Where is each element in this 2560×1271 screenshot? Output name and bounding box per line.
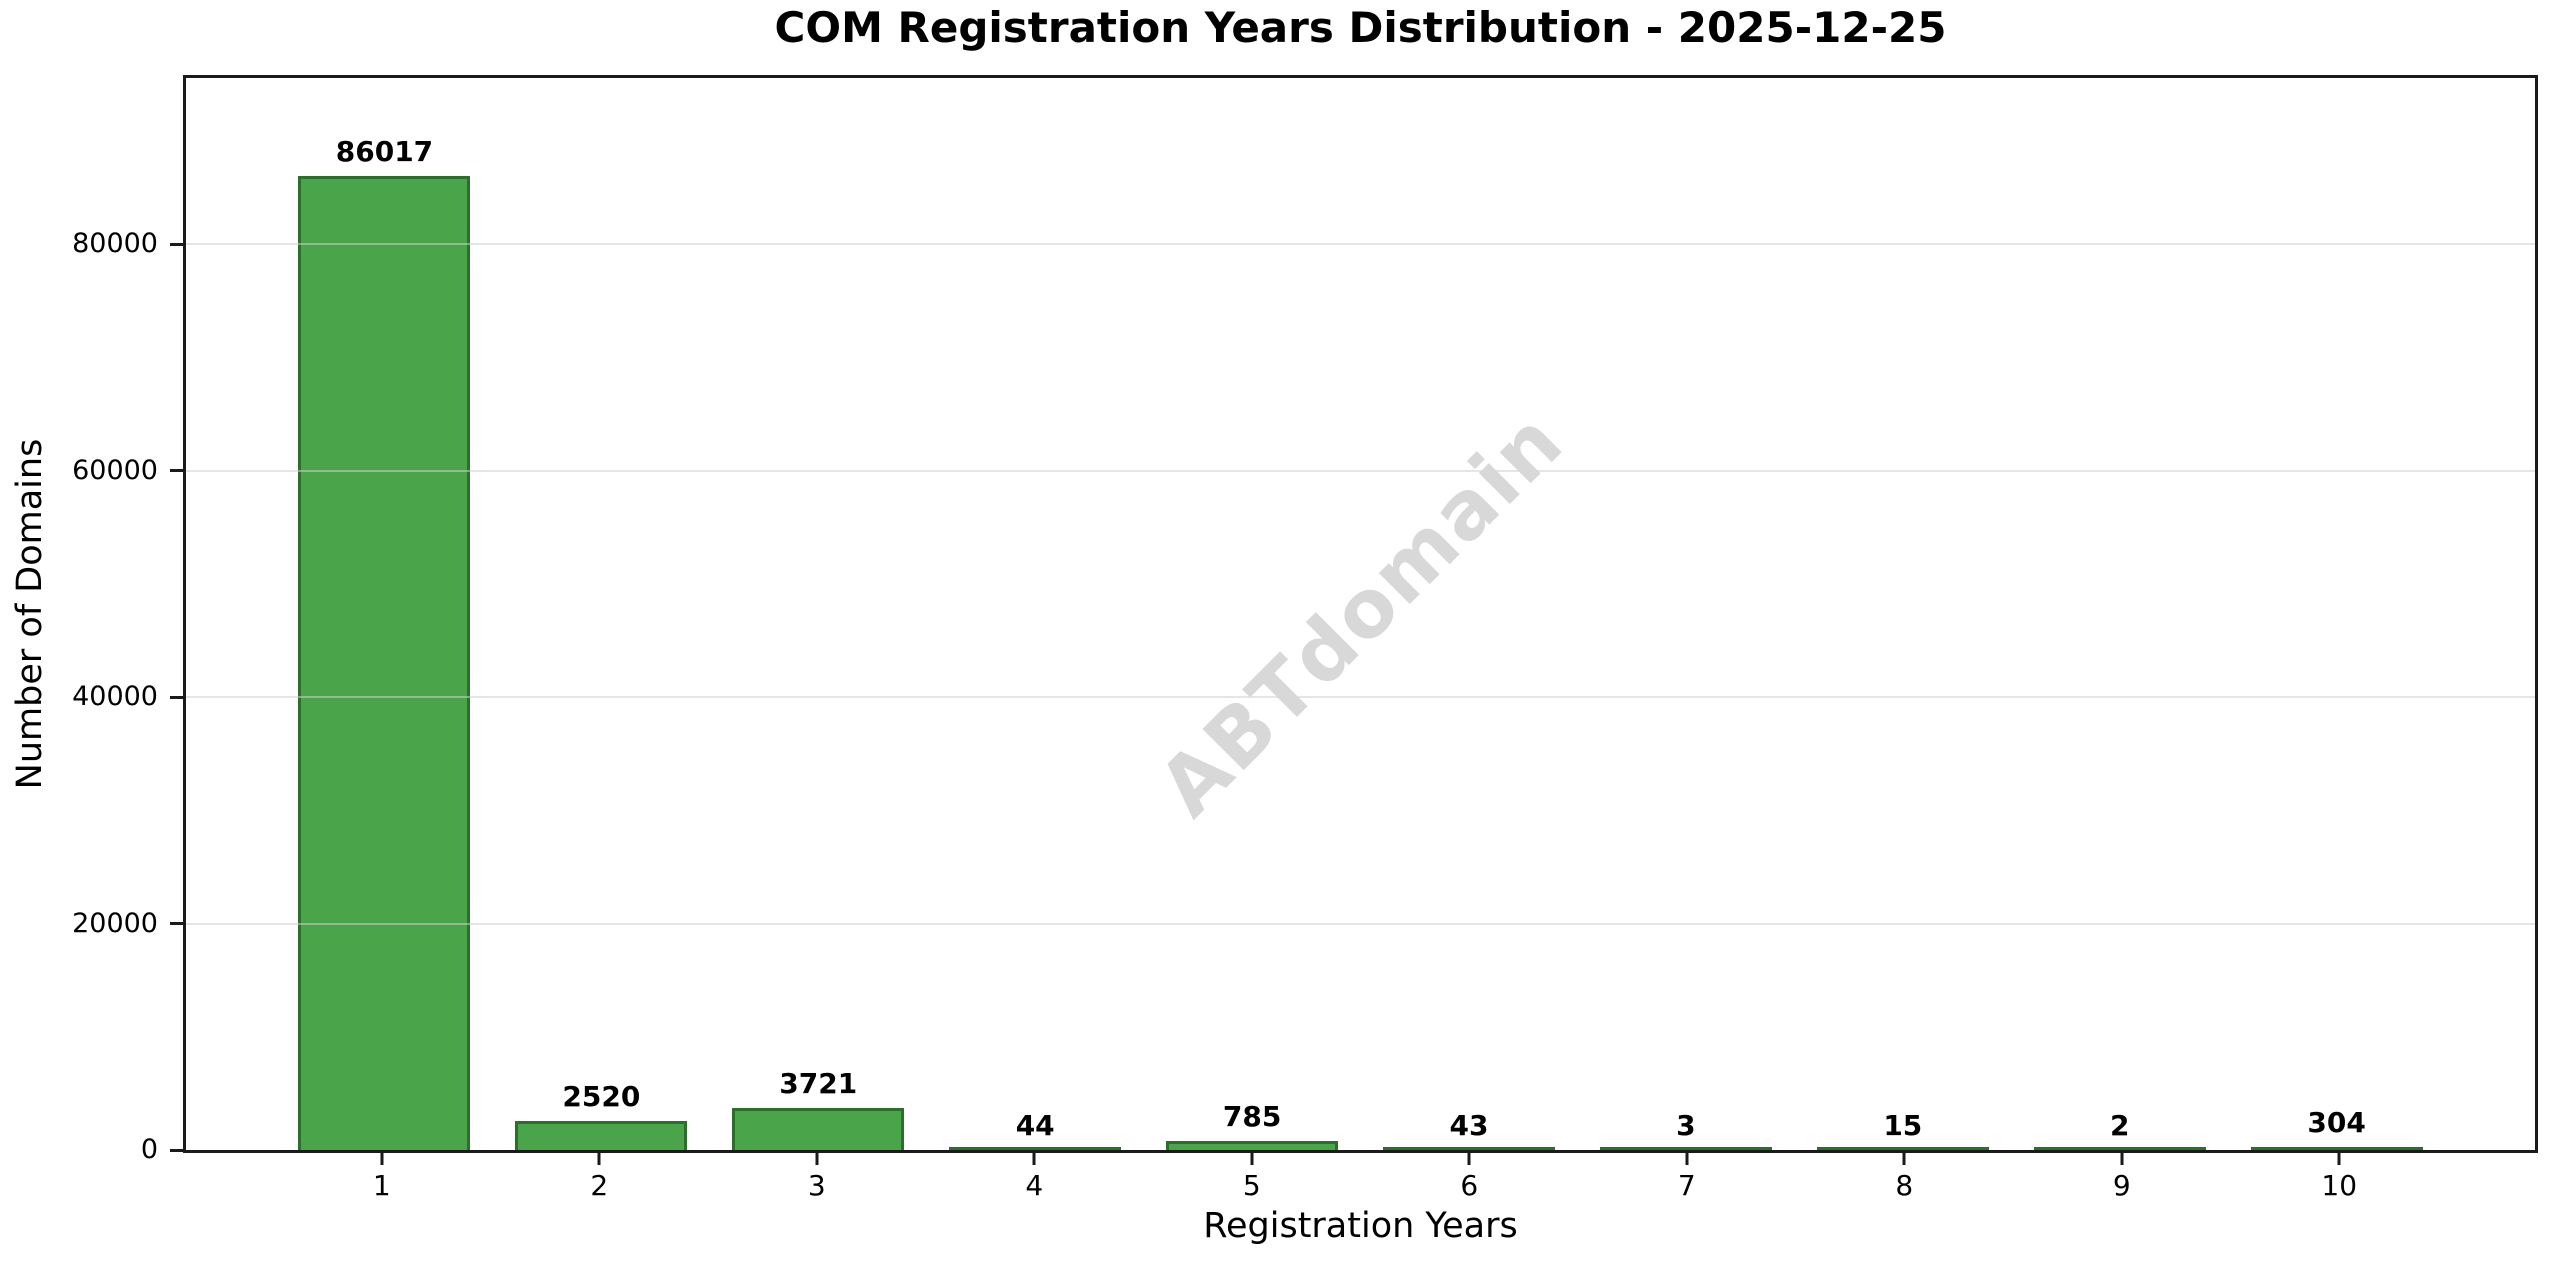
x-tick-cell-4: 4 (926, 1153, 1144, 1213)
x-tick-cell-7: 7 (1578, 1153, 1796, 1213)
x-tick-label-10: 10 (2321, 1169, 2358, 1202)
bar-2 (515, 1121, 688, 1150)
x-tick-cell-10: 10 (2231, 1153, 2449, 1213)
bar-3 (732, 1107, 905, 1150)
x-tick-label-2: 2 (590, 1169, 609, 1202)
bar-1 (298, 176, 471, 1150)
y-tick-mark-40000 (170, 695, 183, 699)
x-tick-cell-9: 9 (2013, 1153, 2231, 1213)
bar-slot-3: 3721 (710, 78, 927, 1150)
x-tick-mark-6 (1467, 1153, 1471, 1165)
bar-value-label-4: 44 (1015, 1108, 1055, 1142)
bar-5 (1166, 1141, 1339, 1150)
x-tick-mark-7 (1685, 1153, 1689, 1165)
x-tick-cell-3: 3 (708, 1153, 926, 1213)
x-tick-mark-8 (1902, 1153, 1906, 1165)
bar-6 (1382, 1147, 1555, 1150)
bar-value-label-10: 304 (2307, 1105, 2366, 1139)
bar-value-label-3: 3721 (779, 1066, 858, 1100)
x-tick-label-9: 9 (2112, 1169, 2131, 1202)
bar-value-label-1: 86017 (335, 135, 434, 169)
y-tick-label-80000: 80000 (72, 228, 158, 260)
x-tick-mark-9 (2120, 1153, 2124, 1165)
x-tick-cell-6: 6 (1361, 1153, 1579, 1213)
bar-value-label-2: 2520 (562, 1080, 641, 1114)
x-tick-mark-2 (597, 1153, 601, 1165)
x-tick-label-6: 6 (1460, 1169, 1479, 1202)
x-tick-cell-2: 2 (491, 1153, 709, 1213)
x-tick-cell-8: 8 (1796, 1153, 2014, 1213)
x-tick-label-7: 7 (1677, 1169, 1696, 1202)
bar-value-label-5: 785 (1222, 1100, 1282, 1134)
bar-10 (2250, 1146, 2423, 1150)
bar-4 (949, 1147, 1122, 1150)
x-tick-mark-10 (2337, 1153, 2341, 1165)
bar-value-label-9: 2 (2109, 1108, 2130, 1142)
bar-value-label-6: 43 (1449, 1108, 1489, 1142)
x-tick-mark-3 (815, 1153, 819, 1165)
bar-slot-1: 86017 (276, 78, 493, 1150)
bar-8 (1816, 1147, 1989, 1150)
bar-slot-8: 15 (1794, 78, 2011, 1150)
x-tick-label-4: 4 (1025, 1169, 1044, 1202)
bar-slot-2: 2520 (493, 78, 710, 1150)
x-tick-mark-4 (1032, 1153, 1036, 1165)
y-tick-label-20000: 20000 (72, 907, 158, 939)
x-tick-label-8: 8 (1895, 1169, 1914, 1202)
x-tick-mark-1 (380, 1153, 384, 1165)
y-tick-mark-80000 (170, 242, 183, 246)
bar-value-label-8: 15 (1883, 1108, 1923, 1142)
x-axis: 1 2 3 4 5 6 7 8 9 10 (183, 1153, 2538, 1213)
x-tick-label-5: 5 (1242, 1169, 1261, 1202)
x-tick-label-1: 1 (372, 1169, 391, 1202)
x-tick-cell-5: 5 (1143, 1153, 1361, 1213)
bar-slot-9: 2 (2011, 78, 2228, 1150)
x-axis-label: Registration Years (1203, 1206, 1518, 1246)
y-tick-label-60000: 60000 (72, 454, 158, 486)
bar-slot-7: 3 (1577, 78, 1794, 1150)
bar-slot-5: 785 (1144, 78, 1361, 1150)
x-tick-cell-1: 1 (273, 1153, 491, 1213)
chart-title: COM Registration Years Distribution - 20… (774, 3, 1947, 52)
bar-slot-4: 44 (927, 78, 1144, 1150)
plot-area: 86017 2520 3721 44 785 43 3 15 2 304 ABTdomain (183, 75, 2538, 1153)
bar-9 (2033, 1147, 2206, 1150)
bar-slot-6: 43 (1361, 78, 1578, 1150)
bar-slot-10: 304 (2228, 78, 2445, 1150)
x-tick-mark-5 (1250, 1153, 1254, 1165)
y-tick-label-0: 0 (140, 1134, 158, 1165)
x-tick-label-3: 3 (807, 1169, 826, 1202)
y-tick-label-40000: 40000 (72, 681, 158, 713)
bars-layer: 86017 2520 3721 44 785 43 3 15 2 304 (186, 78, 2535, 1150)
bar-7 (1599, 1147, 1772, 1150)
y-tick-mark-60000 (170, 469, 183, 473)
bar-value-label-7: 3 (1676, 1108, 1696, 1142)
y-tick-mark-0 (170, 1148, 183, 1152)
y-tick-mark-20000 (170, 922, 183, 926)
